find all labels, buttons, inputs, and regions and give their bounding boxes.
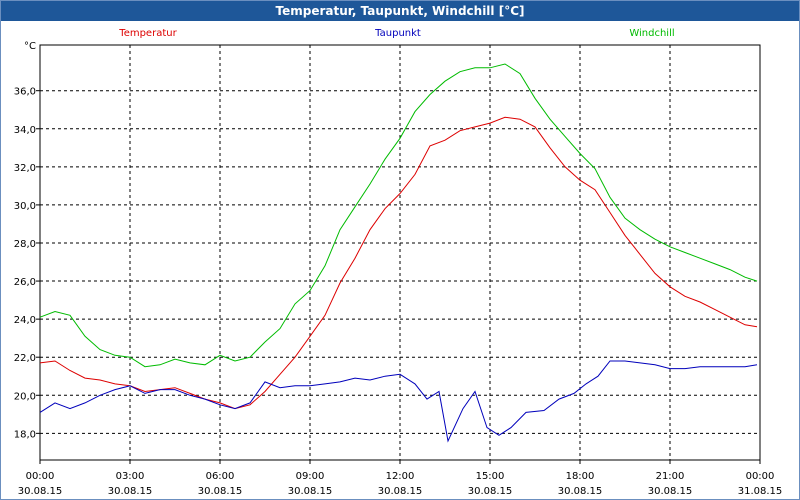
x-tick-date: 30.08.15 [558,486,603,497]
grid-lines [40,45,760,460]
y-axis-unit: °C [24,41,36,52]
x-tick-time: 06:00 [206,471,235,482]
y-tick-label: 26,0 [14,277,36,288]
y-tick-label: 28,0 [14,239,36,250]
y-tick-label: 36,0 [14,87,36,98]
x-tick-date: 30.08.15 [108,486,153,497]
x-tick-time: 00:00 [26,471,55,482]
series-line-windchill [39,63,758,368]
x-tick-date: 30.08.15 [468,486,513,497]
plot-frame [39,44,761,461]
x-tick-time: 00:00 [746,471,775,482]
y-tick-label: 34,0 [14,125,36,136]
y-tick-label: 24,0 [14,315,36,326]
legend-taupunkt: Taupunkt [374,28,421,39]
x-tick-date: 30.08.15 [648,486,693,497]
x-axis: 00:00 30.08.15 03:00 30.08.15 06:00 30.08.15 0… [18,460,783,497]
y-tick-label: 20,0 [14,391,36,402]
legend: Temperatur Taupunkt Windchill [118,28,674,39]
legend-temperatur: Temperatur [118,28,177,39]
y-tick-label: 18,0 [14,429,36,440]
window-title: Temperatur, Taupunkt, Windchill [°C] [1,1,799,21]
x-tick-time: 21:00 [656,471,685,482]
y-tick-label: 30,0 [14,201,36,212]
x-tick-date: 30.08.15 [378,486,423,497]
x-tick-time: 09:00 [296,471,325,482]
x-tick-time: 03:00 [116,471,145,482]
x-tick-time: 12:00 [386,471,415,482]
x-tick-date: 31.08.15 [738,486,783,497]
x-tick-time: 18:00 [566,471,595,482]
y-tick-label: 22,0 [14,353,36,364]
y-tick-label: 32,0 [14,163,36,174]
x-tick-date: 30.08.15 [198,486,243,497]
legend-windchill: Windchill [629,28,674,39]
x-tick-time: 15:00 [476,471,505,482]
x-tick-date: 30.08.15 [288,486,333,497]
x-tick-date: 30.08.15 [18,486,63,497]
y-axis: 18,0 20,0 22,0 24,0 26,0 28,0 30,0 32,0 34,0 36,0 [14,87,40,440]
series-lines [39,63,758,443]
series-line-taupunkt [39,360,758,443]
